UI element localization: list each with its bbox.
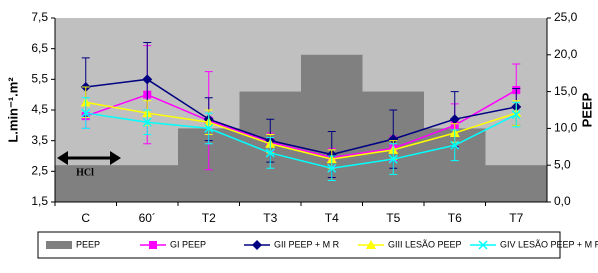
y2-tick-label: 5,0: [554, 157, 571, 171]
marker: [449, 114, 460, 125]
marker: [388, 134, 399, 145]
y2-tick-label: 10,0: [554, 121, 578, 135]
legend-label: GIII LESÃO PEEP: [388, 239, 462, 249]
legend-swatch: [46, 241, 72, 249]
marker: [511, 110, 521, 120]
legend-item: GI PEEP: [140, 239, 206, 249]
marker: [81, 108, 91, 118]
annotation: HCl: [76, 167, 94, 178]
line: [85, 78, 517, 156]
marker: [265, 148, 275, 158]
legend-item: PEEP: [46, 239, 100, 249]
y2-tick-label: 25,0: [554, 10, 578, 24]
marker: [252, 240, 262, 250]
bar: [116, 165, 178, 202]
y-tick-label: 5,5: [31, 72, 48, 86]
marker: [142, 74, 153, 85]
marker: [142, 117, 152, 127]
legend-item: GIII LESÃO PEEP: [358, 239, 462, 249]
x-tick-label: T2: [202, 211, 216, 225]
legend-label: GII PEEP + M R: [274, 239, 340, 249]
y-tick-label: 1,5: [31, 194, 48, 208]
legend-label: GIV LESÃO PEEP + M R: [500, 239, 598, 249]
marker: [450, 140, 460, 150]
y-tick-label: 4,5: [31, 102, 48, 116]
y-axis-title: L.min⁻¹.m²: [5, 77, 20, 143]
marker: [388, 154, 398, 164]
x-tick-label: 60´: [139, 211, 156, 225]
marker: [366, 240, 376, 249]
line: [85, 112, 517, 170]
legend-item: GII PEEP + M R: [244, 239, 340, 250]
marker: [478, 240, 488, 250]
y2-tick-label: 15,0: [554, 84, 578, 98]
marker: [149, 241, 157, 249]
line: [85, 89, 517, 159]
y-tick-label: 3,5: [31, 133, 48, 147]
y2-tick-label: 20,0: [554, 47, 578, 61]
y-tick-label: 6,5: [31, 41, 48, 55]
x-tick-label: T7: [509, 211, 523, 225]
marker: [204, 123, 214, 133]
legend-label: GI PEEP: [170, 239, 206, 249]
y2-axis-title: PEEP: [579, 92, 594, 127]
bar: [55, 165, 117, 202]
bar: [485, 165, 547, 202]
x-tick-label: C: [81, 211, 90, 225]
x-tick-label: T5: [386, 211, 400, 225]
marker: [327, 163, 337, 173]
y-tick-label: 7,5: [31, 10, 48, 24]
x-tick-label: T4: [325, 211, 339, 225]
x-tick-label: T6: [448, 211, 462, 225]
x-tick-label: T3: [263, 211, 277, 225]
line: [85, 101, 517, 160]
y2-tick-label: 0,0: [554, 194, 571, 208]
y-tick-label: 2,5: [31, 164, 48, 178]
legend-item: GIV LESÃO PEEP + M R: [470, 239, 598, 250]
legend-label: PEEP: [76, 239, 100, 249]
